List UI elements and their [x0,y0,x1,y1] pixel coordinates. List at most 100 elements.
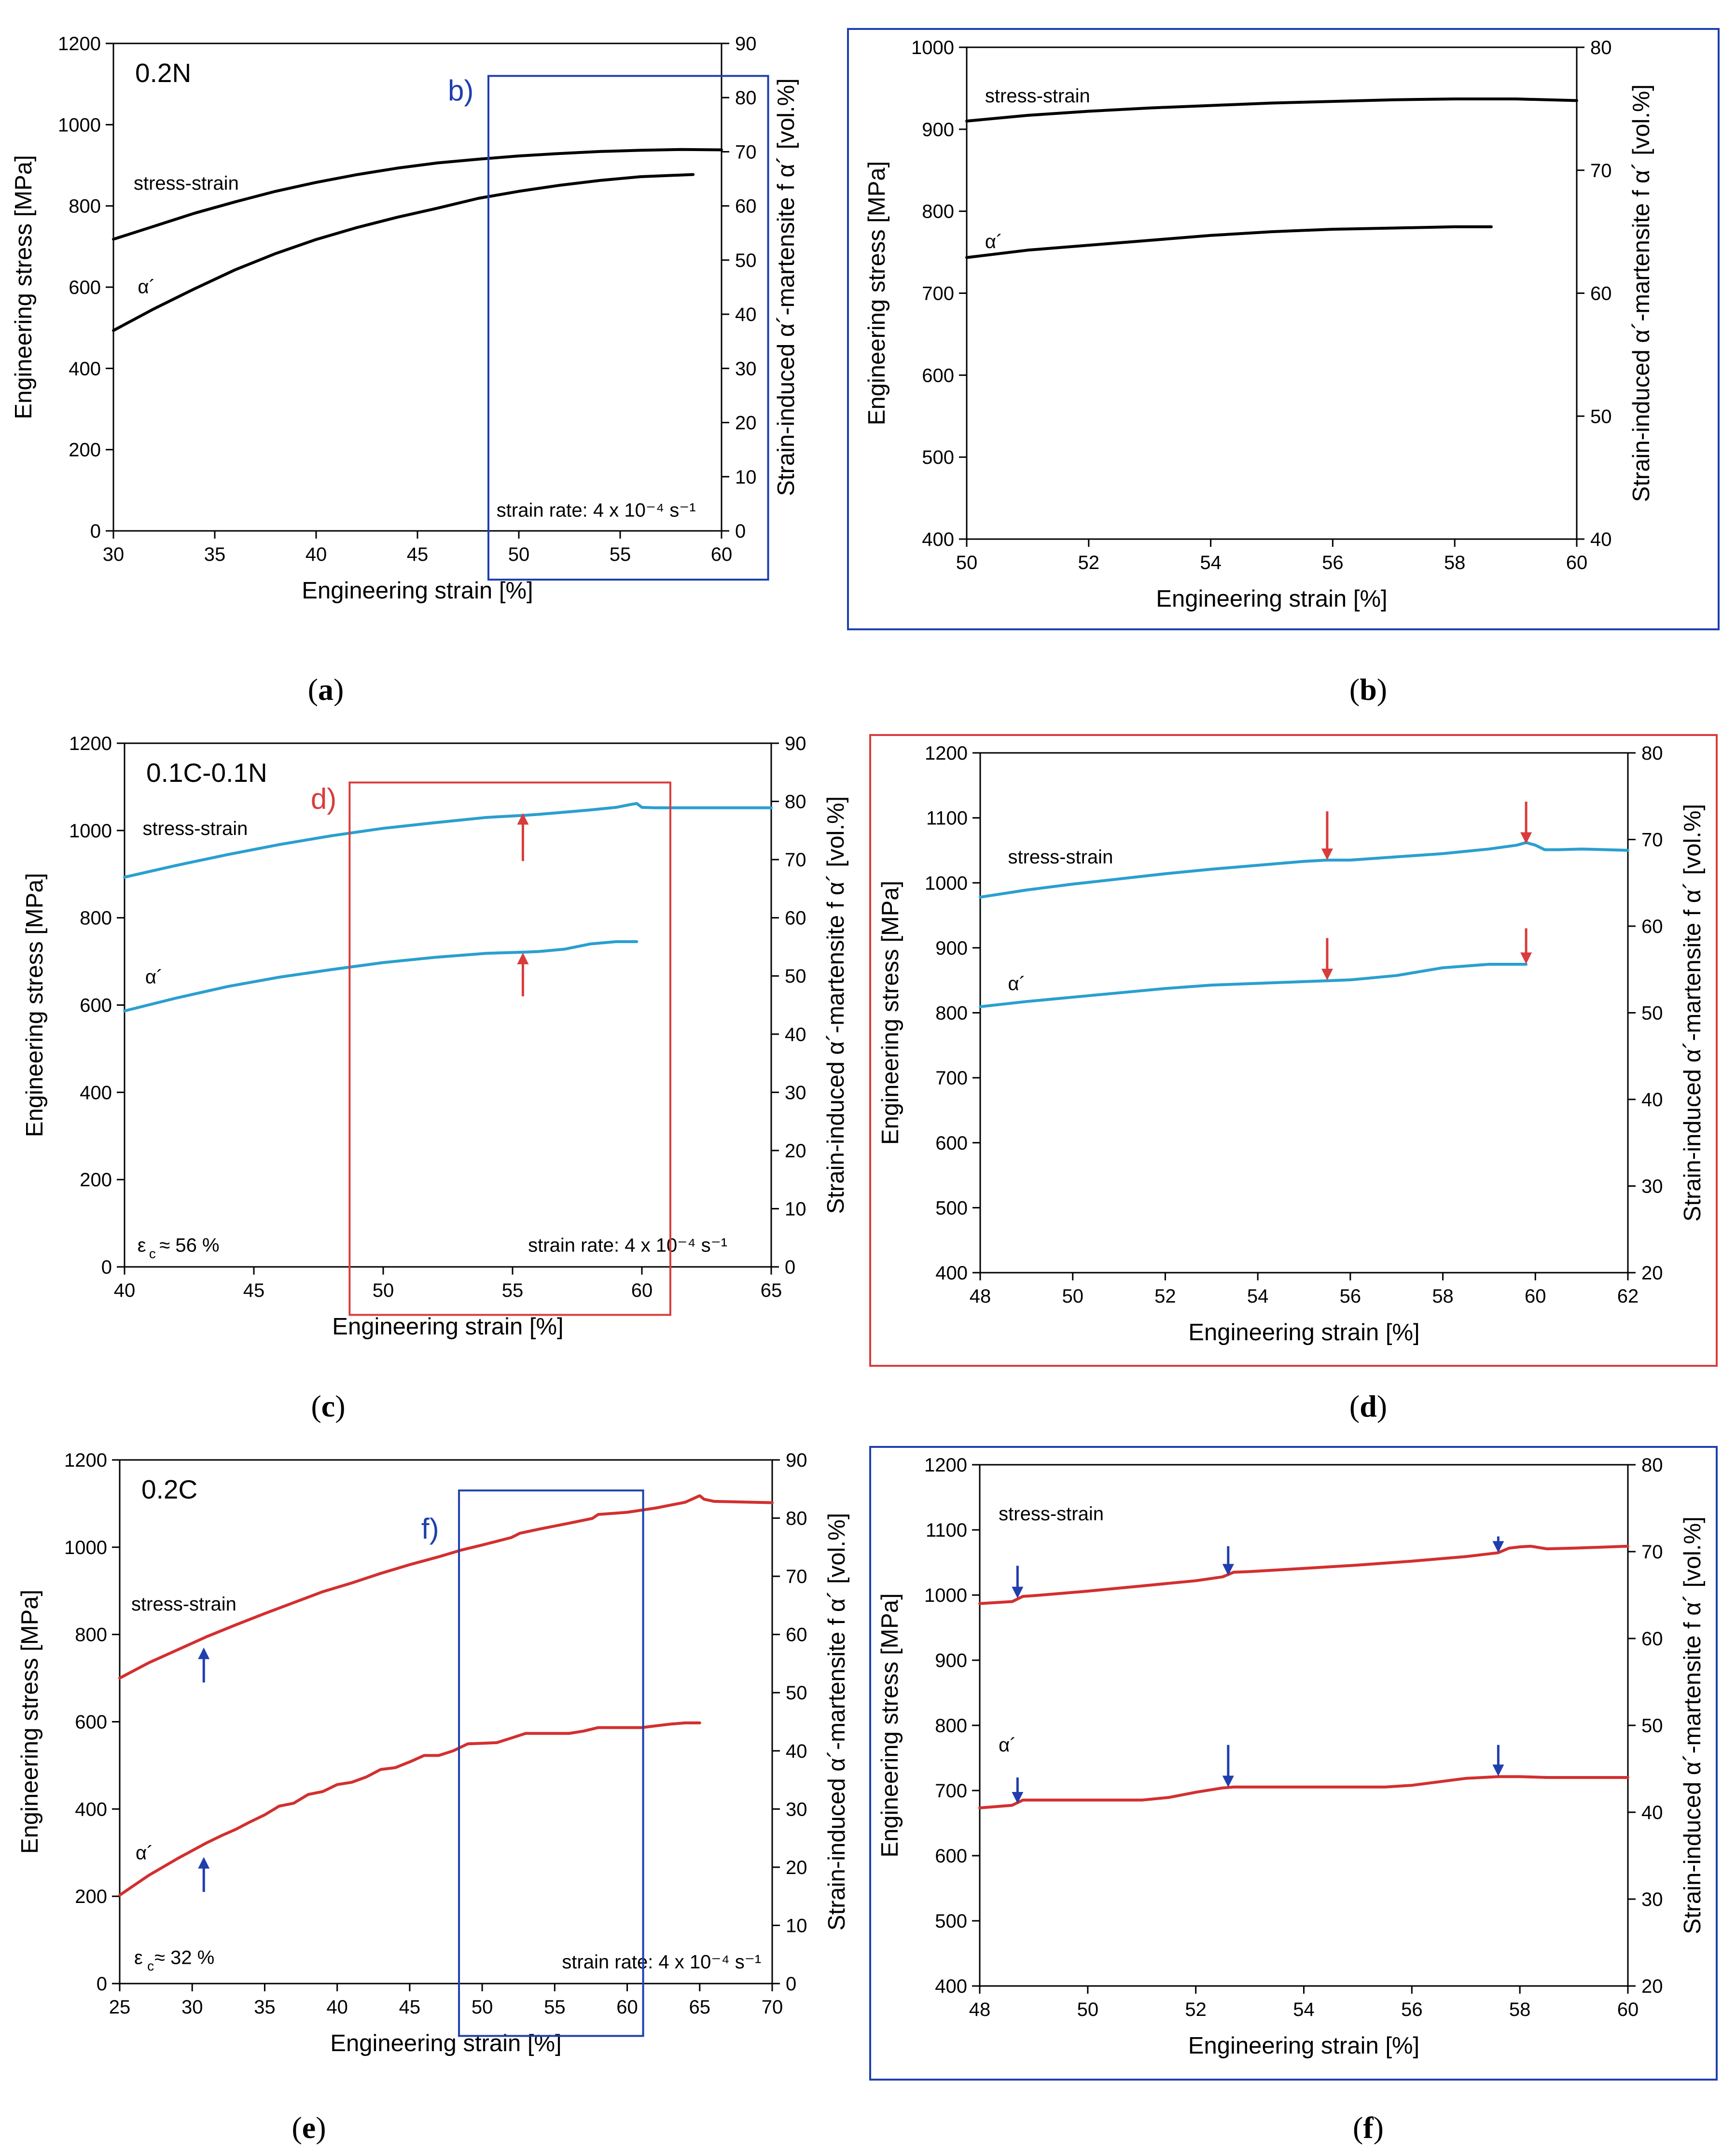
chart-panel-a: 30 35 40 45 50 55 6002004006008001000120001020… [11,33,799,707]
y-tick-label: 1000 [58,114,101,136]
y2-tick-label: 80 [1641,743,1663,764]
zoom-region-label: d) [311,783,336,815]
y-tick-label: 600 [69,277,101,298]
annotation-text: α´ [999,1735,1016,1756]
annotation-text: stress-strain [134,173,239,194]
y2-tick-label: 20 [735,413,757,434]
y2-tick-label: 30 [1641,1889,1663,1910]
sample-label: 0.1C-0.1N [146,758,267,788]
x-tick-label: 54 [1247,1286,1269,1307]
y2-tick-label: 70 [785,849,806,871]
y2-tick-label: 20 [786,1857,807,1878]
annotation-text: stress-strain [1008,847,1113,868]
y-axis-label: Engineering stress [MPa] [877,881,903,1145]
y2-tick-label: 60 [735,196,757,217]
y2-tick-label: 80 [785,791,806,813]
y2-tick-label: 40 [1641,1089,1663,1111]
y2-tick-label: 70 [1641,1541,1663,1563]
y-tick-label: 800 [75,1624,107,1646]
x-tick-label: 35 [204,544,226,565]
chart-panel-f: 48 50 52 54 56 58 60 400 500 600 700 800 900 1000 1100… [869,1446,1718,2145]
y-tick-label: 200 [80,1169,112,1191]
y2-tick-label: 90 [785,733,806,754]
y-tick-label: 500 [922,447,954,468]
chart-panel-c: 40 45 50 55 60 650200400600800100012000102030… [22,733,849,1423]
marker-arrow-head [1222,1564,1234,1576]
x-tick-label: 65 [689,1997,711,2018]
y2-tick-label: 30 [735,358,757,379]
y-tick-label: 400 [75,1799,107,1820]
y-tick-label: 0 [97,1973,107,1995]
x-tick-label: 48 [969,1999,991,2020]
annotation-text: α´ [1008,973,1026,994]
y2-tick-label: 20 [1641,1263,1663,1284]
marker-arrow-head [1321,969,1333,981]
panel-caption: (b) [1349,672,1387,707]
y2-tick-label: 10 [785,1198,806,1220]
panel-caption-letter: a [318,672,333,707]
y2-tick-label: 50 [1641,1003,1663,1024]
y-tick-label: 900 [935,1650,967,1671]
x-axis-label: Engineering strain [%] [332,1314,563,1340]
y-tick-label: 700 [935,1780,967,1802]
panel-caption: (e) [292,2110,326,2145]
y-axis-label: Engineering stress [MPa] [864,161,890,425]
series-line-stress-strain [118,1494,774,1680]
marker-arrow-head [1492,1541,1504,1553]
y-tick-label: 1200 [58,33,101,55]
annotation-text: α´ [985,231,1002,252]
x-tick-label: 52 [1185,1999,1207,2020]
panel-caption: (a) [308,672,344,707]
x-tick-label: 50 [472,1997,493,2018]
y-tick-label: 800 [80,908,112,929]
marker-arrow-head [1520,952,1532,964]
x-tick-label: 56 [1401,1999,1423,2020]
x-axis-label: Engineering strain [%] [1156,586,1387,612]
y2-tick-label: 90 [786,1450,807,1471]
y-tick-label: 1100 [926,1520,967,1541]
y-tick-label: 200 [75,1886,107,1907]
x-tick-label: 50 [956,552,978,573]
marker-arrow-head [1520,832,1532,844]
panel-caption: (d) [1349,1389,1387,1423]
x-tick-label: 70 [762,1997,783,2018]
x-tick-label: 58 [1444,552,1466,573]
series-line-stress-strain [123,802,773,879]
y2-tick-label: 60 [1590,283,1612,305]
x-tick-label: 40 [114,1280,136,1301]
series-line-stress-strain [965,97,1578,123]
y-tick-label: 600 [75,1712,107,1733]
y2-tick-label: 30 [785,1082,806,1103]
y-axis-label: Engineering stress [MPa] [877,1593,903,1857]
y2-tick-label: 90 [735,33,757,55]
marker-arrow-head [1012,1586,1024,1598]
annotation-text: strain rate: 4 x 10⁻⁴ s⁻¹ [528,1235,727,1256]
x-tick-label: 50 [1077,1999,1099,2020]
y-tick-label: 0 [101,1257,112,1278]
y-tick-label: 600 [935,1133,968,1154]
y2-tick-label: 70 [786,1566,807,1587]
panel-caption-letter: c [321,1389,335,1423]
x-tick-label: 50 [1062,1286,1083,1307]
x-tick-label: 45 [407,544,429,565]
annotation-text: stress-strain [131,1594,236,1615]
zoom-frame [847,28,1720,630]
plot-area [979,752,1629,1274]
y2-tick-label: 20 [1641,1976,1663,1997]
y2-tick-label: 50 [735,250,757,271]
y-tick-label: 800 [935,1003,968,1024]
y2-tick-label: 20 [785,1140,806,1162]
y2-tick-label: 40 [785,1024,806,1045]
annotation-text: c [147,1958,154,1973]
x-tick-label: 62 [1617,1286,1639,1307]
y2-axis-label: Strain-induced α´-martensite f α´ [vol.%… [1628,84,1654,502]
x-tick-label: 30 [103,544,125,565]
y2-tick-label: 60 [1641,916,1663,937]
y-tick-label: 1000 [924,1585,967,1606]
y2-tick-label: 50 [786,1682,807,1704]
y2-tick-label: 50 [1641,1715,1663,1736]
marker-arrow-head [1012,1792,1024,1804]
y2-tick-label: 40 [1641,1802,1663,1823]
chart-panel-d: 48 50 52 54 56 58 60 62 400 500 600 700 800 900 1000 11… [869,734,1718,1423]
x-tick-label: 40 [326,1997,348,2018]
